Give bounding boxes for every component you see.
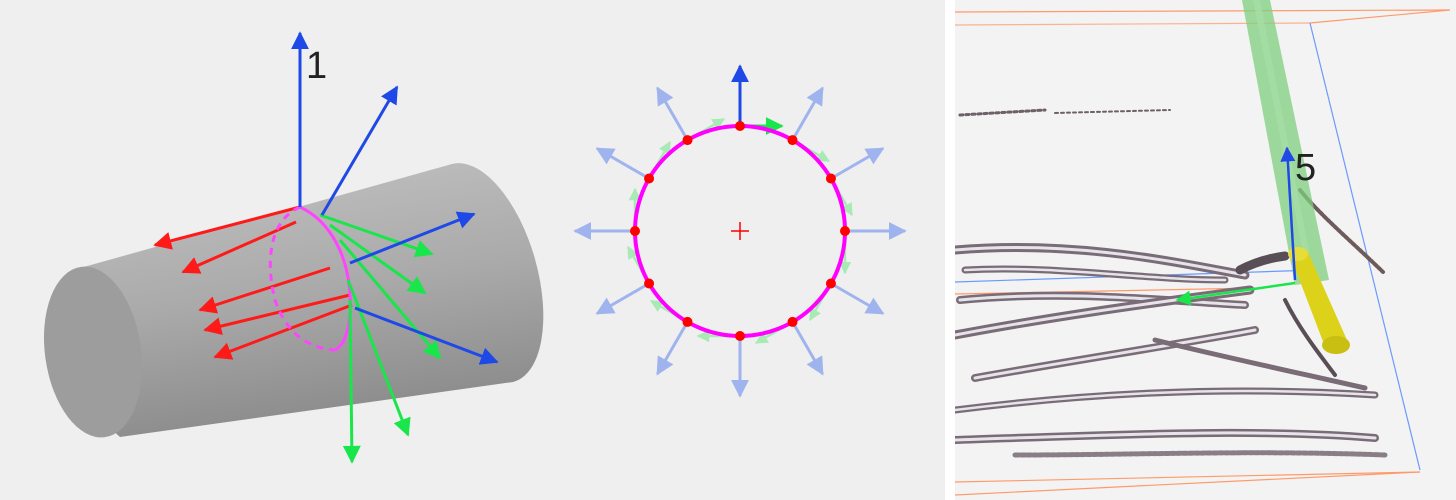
left-diagram: 1: [43, 31, 907, 464]
blue-arrows: [291, 31, 499, 365]
sample-point: [682, 135, 693, 146]
scene-arrows: [1175, 146, 1297, 306]
green-arrows: [319, 213, 442, 464]
normal-arrow: [656, 86, 689, 141]
axis-label-1: 1: [306, 45, 327, 87]
green-cylinder: [1242, 0, 1329, 285]
ring-diagram: [573, 64, 907, 398]
gray-cylinder: [43, 163, 544, 438]
normal-arrow: [830, 147, 885, 180]
sample-point: [630, 226, 640, 236]
sample-point: [735, 121, 745, 131]
point-cloud-top: [958, 108, 1171, 117]
normal-arrow: [830, 282, 885, 315]
sample-point: [825, 278, 836, 289]
yellow-cylinder: [1288, 247, 1350, 354]
sample-point: [787, 135, 798, 146]
sample-point: [735, 331, 745, 341]
sample-point: [787, 316, 798, 327]
bounding-box: [955, 9, 1451, 496]
normal-arrow: [656, 321, 689, 376]
right-panel: 5: [955, 0, 1456, 500]
point-cloud-scene: 5: [955, 0, 1451, 496]
sample-point: [840, 226, 850, 236]
normal-arrow: [595, 147, 650, 180]
sample-point: [825, 173, 836, 184]
red-arrows: [153, 205, 353, 360]
axis-label-5: 5: [1295, 147, 1316, 189]
normal-arrow: [595, 282, 650, 315]
magenta-ring: [268, 205, 352, 352]
sample-point: [682, 316, 693, 327]
normal-arrow: [791, 321, 824, 376]
sample-point: [644, 278, 655, 289]
left-panel: 1: [0, 0, 945, 500]
normal-arrow: [791, 86, 824, 141]
sample-point: [644, 173, 655, 184]
